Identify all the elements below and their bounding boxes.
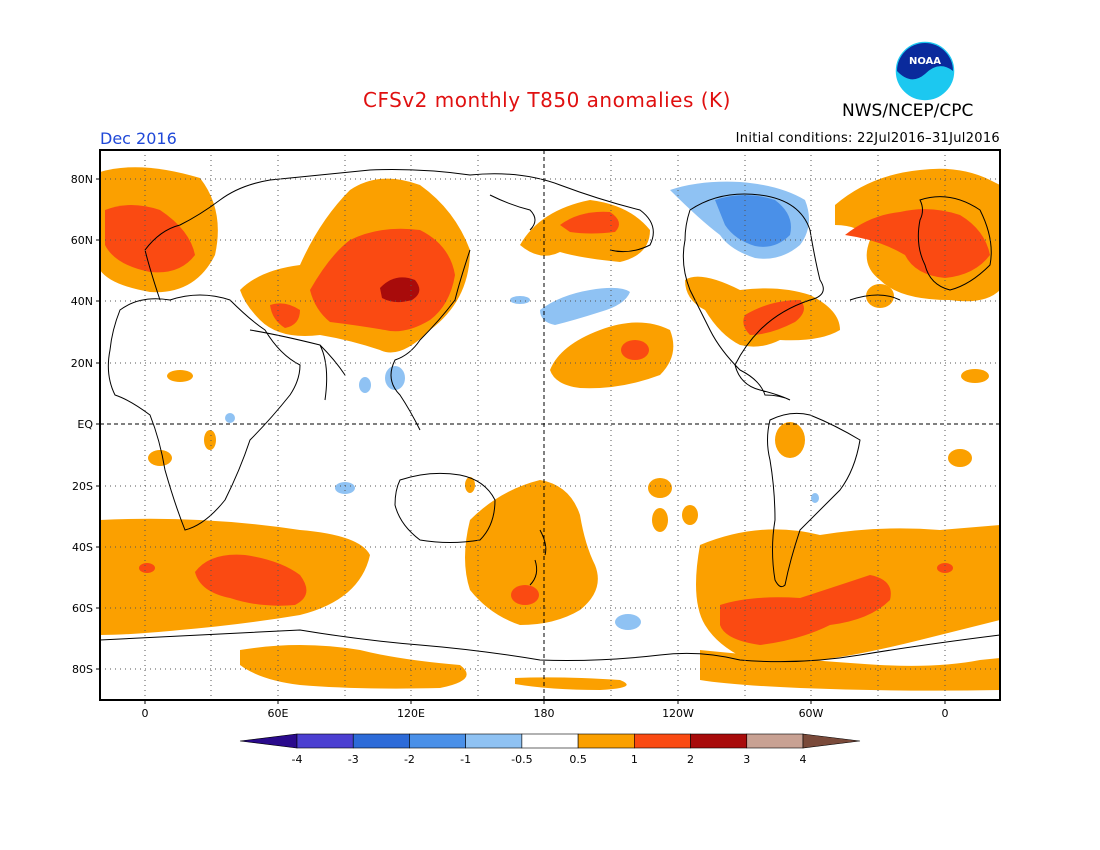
colorbar-label: -3	[348, 753, 359, 766]
anomaly-2-3	[380, 277, 420, 303]
lon-tick-label: 60E	[268, 707, 289, 720]
colorbar-high-arrow	[802, 733, 861, 749]
lon-tick-label: 120W	[662, 707, 694, 720]
coastlines	[100, 169, 1000, 663]
anomaly-shading	[100, 167, 1000, 691]
lat-tick-label: 80S	[72, 663, 93, 676]
lon-tick-label: 0	[942, 707, 949, 720]
lon-tick-label: 0	[142, 707, 149, 720]
colorbar-label: 3	[743, 753, 750, 766]
latitude-ticks: 80N 60N 40N 20N EQ 20S 40S 60S 80S	[71, 173, 100, 676]
lat-tick-label: 60S	[72, 602, 93, 615]
colorbar-swatch	[634, 733, 691, 749]
colorbar-label: 0.5	[569, 753, 587, 766]
lat-tick-label: 20N	[71, 357, 93, 370]
svg-text:NOAA: NOAA	[909, 56, 941, 67]
colorbar-swatch	[521, 733, 579, 749]
colorbar-low-arrow	[239, 733, 298, 749]
colorbar-swatch	[352, 733, 410, 749]
colorbar-swatch	[296, 733, 354, 749]
lat-tick-label: 60N	[71, 234, 93, 247]
map-frame	[99, 149, 1001, 701]
lon-tick-label: 120E	[397, 707, 425, 720]
colorbar-swatch	[465, 733, 523, 749]
colorbar-label: -0.5	[511, 753, 532, 766]
equator-dateline	[100, 150, 1000, 700]
colorbar-label: 2	[687, 753, 694, 766]
colorbar-label: -2	[404, 753, 415, 766]
lat-tick-label: 80N	[71, 173, 93, 186]
longitude-ticks: 0 60E 120E 180 120W 60W 0	[142, 700, 949, 720]
anomaly-1-2	[105, 205, 990, 645]
colorbar-label: 4	[800, 753, 807, 766]
colorbar-swatch	[409, 733, 466, 749]
colorbar-label: -1	[460, 753, 471, 766]
lat-tick-label: 40S	[72, 541, 93, 554]
colorbar-swatch	[577, 733, 635, 749]
forecast-period: Dec 2016	[100, 129, 177, 148]
colorbar-label: 1	[631, 753, 638, 766]
noaa-logo-icon: NOAA	[894, 40, 956, 102]
lon-tick-label: 180	[534, 707, 555, 720]
agency-label: NWS/NCEP/CPC	[842, 101, 974, 121]
initial-conditions: Initial conditions: 22Jul2016–31Jul2016	[735, 131, 1000, 146]
lat-tick-label: EQ	[77, 418, 93, 431]
colorbar: -4 -3 -2 -1 -0.5 0.5 1 2 3 4	[239, 733, 861, 766]
lat-tick-label: 40N	[71, 295, 93, 308]
anomaly-neg-1-2	[715, 195, 791, 247]
lon-tick-label: 60W	[799, 707, 824, 720]
map-title: CFSv2 monthly T850 anomalies (K)	[363, 88, 731, 112]
lat-tick-label: 20S	[72, 480, 93, 493]
graticule	[100, 150, 1000, 700]
colorbar-swatch	[690, 733, 748, 749]
colorbar-label: -4	[292, 753, 303, 766]
colorbar-swatch	[746, 733, 804, 749]
